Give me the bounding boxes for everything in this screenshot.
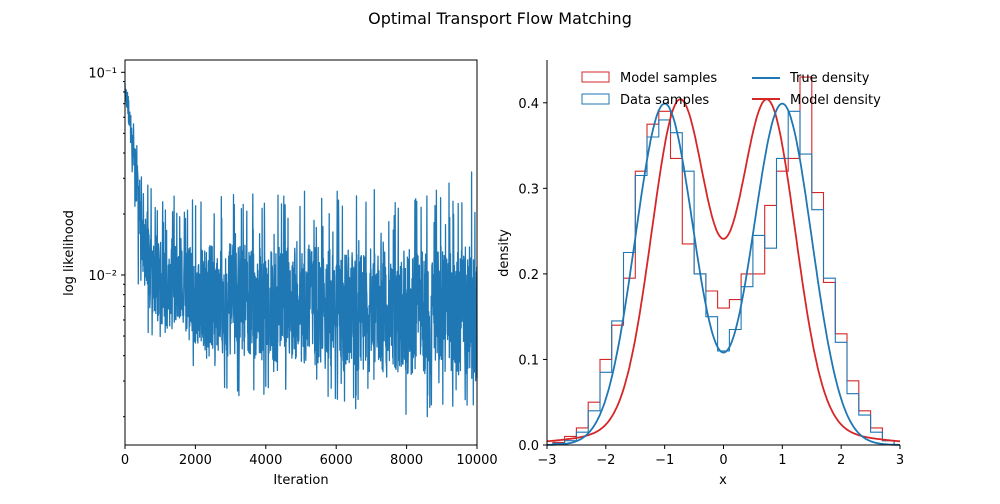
density-y-tick-label: 0.3 [518,182,539,197]
density-x-tick-label: −2 [596,453,615,468]
loss-y-tick-label: 10⁻¹ [88,66,117,81]
model-density-curve [546,98,901,443]
loss-plot-frame [124,59,478,446]
density-y-tick-label: 0.1 [518,353,539,368]
density-y-tick-label: 0.2 [518,268,539,283]
loss-x-tick-label: 0 [121,453,129,468]
true-density-curve [547,102,900,446]
density-x-tick-label: 1 [778,453,786,468]
density-plot: −3 −2 −1 0 1 2 3 0.0 0.1 0.2 0.3 0.4 x density Mod… [497,60,904,488]
density-y-tick-label: 0.4 [518,97,539,112]
loss-curve [124,83,478,418]
density-curves [546,98,901,446]
loss-x-tick-label: 2000 [179,453,212,468]
density-legend: Model samples Data samples True density … [581,71,881,108]
model-samples-histogram [552,76,895,445]
density-histograms [552,76,895,445]
loss-x-tick-label: 6000 [320,453,353,468]
legend-label-true-density: True density [789,71,870,86]
legend-swatch-model-samples [581,71,610,83]
density-x-tick-label: −3 [537,453,556,468]
loss-y-ticks: 10⁻² 10⁻¹ [88,66,125,418]
loss-y-tick-label: 10⁻² [88,269,117,284]
density-x-tick-label: −1 [655,453,674,468]
legend-label-model-density: Model density [790,93,881,108]
density-x-tick-label: 0 [719,453,727,468]
loss-series [124,83,478,418]
density-y-tick-label: 0.0 [518,439,539,454]
loss-x-ticks: 0 2000 4000 6000 8000 10000 [121,445,498,468]
loss-plot: 0 2000 4000 6000 8000 10000 10⁻² 10⁻¹ Iteratio… [62,59,498,488]
loss-y-label: log likelihood [62,210,77,296]
density-y-label: density [497,229,512,277]
density-x-label: x [719,473,727,488]
legend-label-data-samples: Data samples [620,93,709,108]
figure-title: Optimal Transport Flow Matching [368,9,632,28]
density-x-tick-label: 2 [837,453,845,468]
density-x-tick-label: 3 [896,453,904,468]
loss-x-label: Iteration [273,473,328,488]
loss-x-tick-label: 4000 [249,453,282,468]
density-x-ticks: −3 −2 −1 0 1 2 3 [537,445,904,468]
data-samples-histogram [552,110,895,445]
legend-swatch-data-samples [581,93,610,105]
loss-x-tick-label: 10000 [456,453,497,468]
density-y-ticks: 0.0 0.1 0.2 0.3 0.4 [518,97,547,454]
legend-label-model-samples: Model samples [620,71,717,86]
loss-x-tick-label: 8000 [390,453,423,468]
